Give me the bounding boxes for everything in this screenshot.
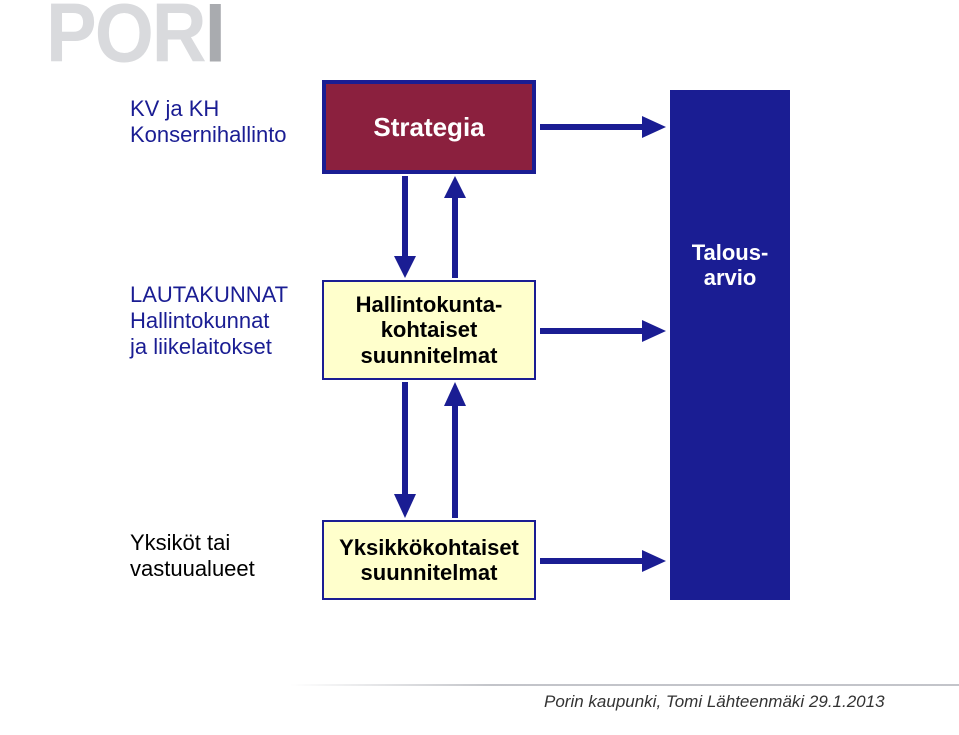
label-top-line2: Konsernihallinto	[130, 122, 287, 148]
box-talous: Talous- arvio	[670, 90, 790, 600]
box-hallinto-line3: suunnitelmat	[356, 343, 503, 368]
label-bot: Yksiköt tai vastuualueet	[130, 530, 255, 582]
box-talous-line1: Talous-	[692, 240, 769, 265]
label-mid-line1: LAUTAKUNNAT	[130, 282, 288, 308]
arrow-hallinto-down	[390, 382, 420, 518]
arrow-yksikko-right	[540, 546, 666, 576]
arrow-yksikko-up	[440, 382, 470, 518]
logo-part1: POR	[46, 0, 205, 80]
box-hallinto-line2: kohtaiset	[356, 317, 503, 342]
box-yksikko-line2: suunnitelmat	[339, 560, 519, 585]
box-hallinto-inner: Hallintokunta- kohtaiset suunnitelmat	[356, 292, 503, 368]
diagram-page: { "logo": { "part1": "POR", "part2": "I"…	[0, 0, 959, 735]
label-mid-line3: ja liikelaitokset	[130, 334, 288, 360]
logo-part2: I	[205, 0, 224, 80]
footer-text: Porin kaupunki, Tomi Lähteenmäki 29.1.20…	[544, 692, 885, 712]
label-top: KV ja KH Konsernihallinto	[130, 96, 287, 148]
box-yksikko: Yksikkökohtaiset suunnitelmat	[322, 520, 536, 600]
label-top-line1: KV ja KH	[130, 96, 287, 122]
arrow-strategia-right	[540, 112, 666, 142]
label-mid-line2: Hallintokunnat	[130, 308, 288, 334]
box-hallinto: Hallintokunta- kohtaiset suunnitelmat	[322, 280, 536, 380]
arrow-hallinto-up	[440, 176, 470, 278]
arrow-strategia-down	[390, 176, 420, 278]
arrow-hallinto-right	[540, 316, 666, 346]
label-bot-line2: vastuualueet	[130, 556, 255, 582]
footer-line	[290, 684, 959, 686]
label-bot-line1: Yksiköt tai	[130, 530, 255, 556]
pori-logo: PORI	[46, 0, 224, 81]
box-yksikko-line1: Yksikkökohtaiset	[339, 535, 519, 560]
box-yksikko-inner: Yksikkökohtaiset suunnitelmat	[339, 535, 519, 586]
box-strategia: Strategia	[322, 80, 536, 174]
box-talous-inner: Talous- arvio	[692, 240, 769, 291]
box-strategia-text: Strategia	[373, 112, 484, 143]
label-mid: LAUTAKUNNAT Hallintokunnat ja liikelaito…	[130, 282, 288, 360]
box-hallinto-line1: Hallintokunta-	[356, 292, 503, 317]
box-talous-line2: arvio	[692, 265, 769, 290]
